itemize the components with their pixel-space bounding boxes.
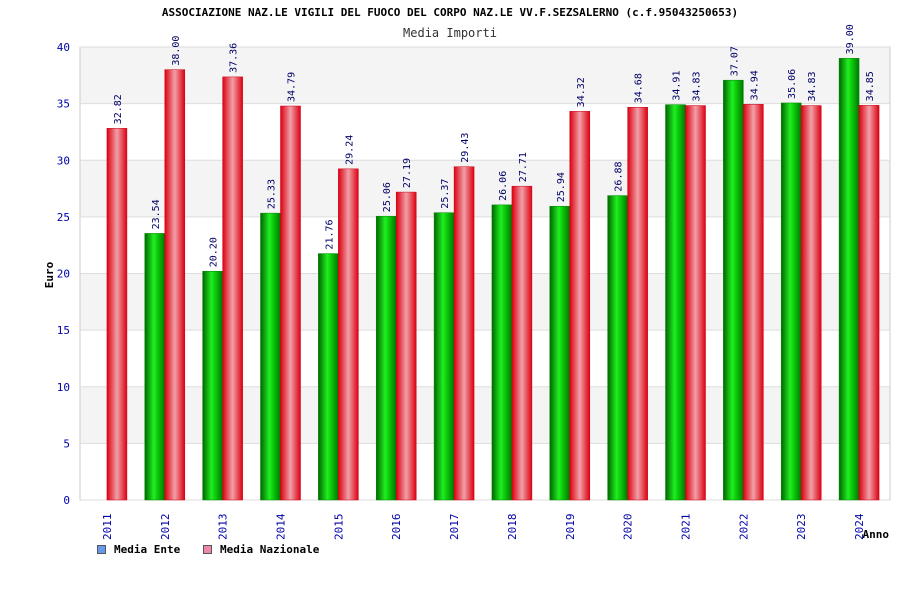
bar-media-nazionale-2014: [280, 105, 301, 501]
x-tick-label: 2017: [448, 514, 461, 541]
bar-media-ente-2017: [433, 212, 455, 501]
plot-band: [80, 160, 890, 217]
x-tick-label: 2021: [680, 514, 693, 541]
data-label-media-nazionale-2019: 34.32: [576, 77, 587, 107]
legend-item-media-ente: Media Ente: [97, 543, 180, 556]
y-tick-label: 15: [57, 324, 70, 337]
bar-media-nazionale-2018: [511, 185, 533, 501]
plot-band: [80, 330, 890, 387]
bar-media-ente-2020: [607, 195, 628, 501]
x-tick-label: 2016: [390, 514, 403, 541]
bar-media-nazionale-2011: [106, 128, 128, 501]
legend-swatch-media-ente: [97, 545, 106, 554]
data-label-media-ente-2014: 25.33: [267, 179, 278, 209]
bar-media-ente-2014: [260, 212, 281, 501]
plot-band: [80, 103, 890, 161]
data-label-media-nazionale-2023: 34.83: [807, 71, 818, 101]
x-tick-label: 2012: [159, 514, 172, 541]
data-label-media-ente-2021: 34.91: [672, 71, 683, 101]
bar-media-ente-2015: [318, 253, 339, 501]
x-tick-label: 2013: [217, 514, 230, 541]
y-tick-label: 20: [57, 268, 70, 281]
bar-media-ente-2013: [202, 270, 223, 501]
y-tick-label: 10: [57, 381, 70, 394]
data-label-media-nazionale-2024: 34.85: [865, 71, 876, 101]
bar-media-ente-2012: [144, 233, 166, 501]
chart-title: ASSOCIAZIONE NAZ.LE VIGILI DEL FUOCO DEL…: [161, 6, 739, 19]
data-label-media-ente-2020: 26.88: [614, 161, 625, 191]
bar-media-ente-2021: [665, 104, 686, 501]
legend-label-media-nazionale: Media Nazionale: [220, 543, 320, 556]
x-tick-label: 2014: [275, 513, 288, 540]
bar-media-nazionale-2012: [164, 69, 186, 501]
x-tick-label: 2022: [737, 514, 750, 541]
y-axis-label: Euro: [43, 261, 56, 288]
data-label-media-nazionale-2012: 38.00: [171, 36, 182, 66]
bar-media-ente-2023: [780, 102, 802, 501]
bar-media-nazionale-2024: [858, 105, 880, 501]
bars: 32.82 23.54 38.00 20.20 37.36 25.33 34.79 21.76…: [106, 24, 880, 501]
data-label-media-nazionale-2015: 29.24: [344, 135, 355, 165]
data-label-media-nazionale-2020: 34.68: [634, 73, 645, 103]
x-axis: 2011 2012 2013 2014 2015 2016 2017 2018 2019 2020…: [101, 513, 866, 540]
x-tick-label: 2011: [101, 514, 114, 541]
x-axis-label: Anno: [863, 528, 890, 541]
plot-band: [80, 386, 890, 444]
plot-band: [80, 216, 890, 274]
data-label-media-nazionale-2018: 27.71: [518, 152, 529, 182]
data-label-media-ente-2024: 39.00: [845, 24, 856, 54]
x-tick-label: 2019: [564, 514, 577, 541]
data-label-media-nazionale-2021: 34.83: [692, 71, 703, 101]
data-label-media-ente-2019: 25.94: [556, 172, 567, 202]
data-label-media-nazionale-2022: 34.94: [749, 70, 760, 100]
bar-media-nazionale-2017: [453, 166, 475, 501]
data-label-media-nazionale-2014: 34.79: [287, 72, 298, 102]
data-label-media-nazionale-2011: 32.82: [113, 94, 124, 124]
bar-media-nazionale-2016: [395, 191, 417, 501]
bar-media-nazionale-2019: [569, 111, 591, 501]
bar-media-nazionale-2023: [800, 105, 822, 501]
data-label-media-ente-2013: 20.20: [209, 237, 220, 267]
x-tick-label: 2024: [853, 513, 866, 540]
chart-subtitle: Media Importi: [403, 26, 497, 40]
plot-band: [80, 443, 890, 500]
y-tick-label: 0: [63, 494, 70, 507]
plot-band: [80, 47, 890, 104]
data-label-media-nazionale-2017: 29.43: [460, 133, 471, 163]
data-label-media-ente-2022: 37.07: [729, 46, 740, 76]
data-label-media-nazionale-2013: 37.36: [229, 43, 240, 73]
data-label-media-nazionale-2016: 27.19: [402, 158, 413, 188]
bar-media-ente-2022: [723, 79, 744, 501]
bar-media-nazionale-2013: [222, 76, 243, 501]
bar-media-ente-2019: [549, 205, 571, 501]
x-tick-label: 2023: [795, 514, 808, 541]
bar-media-ente-2016: [375, 215, 397, 501]
data-label-media-ente-2017: 25.37: [440, 179, 451, 209]
x-tick-label: 2020: [622, 514, 635, 541]
data-label-media-ente-2023: 35.06: [787, 69, 798, 99]
bar-media-nazionale-2015: [338, 168, 359, 501]
bar-media-ente-2018: [491, 204, 513, 501]
bar-media-nazionale-2021: [685, 105, 706, 501]
legend-label-media-ente: Media Ente: [114, 543, 181, 556]
y-tick-label: 5: [63, 437, 70, 450]
plot-band: [80, 273, 890, 331]
x-tick-label: 2015: [332, 514, 345, 541]
legend-item-media-nazionale: Media Nazionale: [203, 543, 319, 556]
data-label-media-ente-2018: 26.06: [498, 171, 509, 201]
y-axis: 0 5 10 15 20 25 30 35 40: [57, 41, 70, 507]
y-tick-label: 35: [57, 98, 70, 111]
x-tick-label: 2018: [506, 514, 519, 541]
y-tick-label: 30: [57, 154, 70, 167]
data-label-media-ente-2016: 25.06: [382, 182, 393, 212]
data-label-media-ente-2015: 21.76: [324, 219, 335, 249]
bar-media-ente-2024: [838, 58, 860, 501]
bar-media-nazionale-2020: [627, 106, 648, 501]
legend-swatch-media-nazionale: [203, 545, 212, 554]
bar-media-nazionale-2022: [743, 104, 764, 501]
y-tick-label: 40: [57, 41, 70, 54]
y-tick-label: 25: [57, 211, 70, 224]
data-label-media-ente-2012: 23.54: [151, 199, 162, 229]
